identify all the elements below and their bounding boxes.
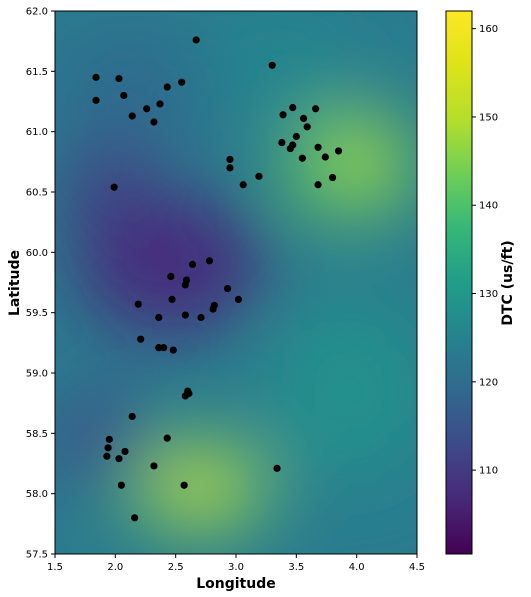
colorbar-tick-label: 120 [479, 377, 498, 388]
data-point [92, 96, 100, 104]
data-point [156, 100, 164, 108]
x-tick-label: 1.5 [47, 562, 63, 573]
data-point [181, 311, 189, 319]
data-point [298, 154, 306, 162]
data-point [150, 462, 158, 470]
y-tick-label: 58.5 [26, 429, 48, 440]
data-point [131, 514, 139, 522]
colorbar-ticks: 110 120 130 140 150 160 [472, 24, 498, 477]
data-point [143, 105, 151, 113]
data-point [292, 132, 300, 141]
data-point [278, 138, 286, 147]
data-point [289, 103, 297, 112]
data-point [321, 153, 329, 161]
x-tick-label: 3.0 [228, 562, 244, 573]
data-point [279, 111, 287, 119]
data-point [169, 346, 177, 354]
data-point [299, 114, 308, 122]
data-point [226, 164, 234, 172]
data-point [167, 272, 175, 281]
data-point [104, 444, 112, 452]
data-point [181, 392, 189, 400]
scatter-points [92, 36, 343, 522]
y-tick-label: 57.5 [26, 550, 48, 561]
data-point [205, 257, 214, 265]
data-point [120, 91, 128, 100]
y-tick-label: 61.5 [26, 67, 48, 78]
y-tick-label: 60.5 [26, 188, 48, 199]
data-point [163, 434, 171, 442]
data-point [334, 147, 343, 155]
data-point [268, 61, 276, 69]
data-point [155, 313, 163, 322]
data-point [178, 78, 186, 86]
y-axis-label: Latitude [7, 250, 23, 316]
data-point [180, 481, 188, 489]
data-point [328, 173, 337, 182]
data-point [103, 452, 111, 460]
data-point [286, 144, 294, 153]
data-point [110, 183, 118, 191]
data-point [197, 313, 205, 322]
x-tick-label: 2.0 [107, 562, 123, 573]
colorbar-tick-label: 150 [479, 112, 498, 123]
colorbar-tick-label: 160 [479, 24, 498, 35]
data-point [121, 447, 129, 456]
y-tick-label: 58.0 [26, 489, 48, 500]
y-tick-label: 59.0 [26, 369, 48, 380]
data-point [226, 155, 234, 164]
data-point [160, 344, 168, 352]
data-point [188, 260, 197, 268]
data-point [303, 123, 311, 131]
data-point [163, 83, 171, 91]
data-point [137, 335, 145, 343]
colorbar-tick-label: 130 [479, 289, 498, 300]
y-tick-label: 62.0 [26, 7, 48, 18]
y-tick-label: 60.0 [26, 248, 48, 259]
y-tick-label: 61.0 [26, 127, 48, 138]
data-point [128, 412, 136, 421]
data-point [105, 435, 113, 443]
data-point [168, 295, 176, 303]
x-tick-label: 3.5 [288, 562, 304, 573]
colorbar-tick-label: 140 [479, 201, 498, 212]
data-point [92, 73, 100, 81]
data-point [209, 305, 217, 313]
data-point [192, 36, 200, 44]
data-point [314, 181, 322, 189]
data-point [128, 112, 136, 120]
data-point [314, 143, 322, 151]
y-tick-label: 59.5 [26, 308, 48, 319]
data-point [255, 172, 263, 180]
colorbar [445, 10, 473, 555]
colorbar-label: DTC (us/ft) [500, 240, 516, 325]
heatmap-field [55, 11, 417, 554]
y-axis-ticks: 57.5 58.0 58.5 59.0 59.5 60.0 60.5 61.0 61.5 62.0 [26, 7, 55, 561]
data-point [273, 464, 281, 472]
data-point [234, 295, 243, 303]
x-axis-label: Longitude [196, 576, 276, 592]
colorbar-tick-label: 110 [479, 466, 498, 477]
data-point [150, 118, 158, 126]
data-point [134, 300, 142, 308]
data-point [312, 105, 320, 113]
x-axis-ticks: 1.5 2.0 2.5 3.0 3.5 4.0 4.5 [47, 554, 425, 573]
data-point [115, 455, 123, 463]
data-point [239, 181, 247, 189]
x-tick-label: 2.5 [168, 562, 184, 573]
data-point [181, 281, 189, 289]
x-tick-label: 4.0 [349, 562, 365, 573]
data-point [115, 74, 123, 83]
data-point [223, 284, 232, 293]
data-point [117, 481, 125, 489]
x-tick-label: 4.5 [409, 562, 425, 573]
